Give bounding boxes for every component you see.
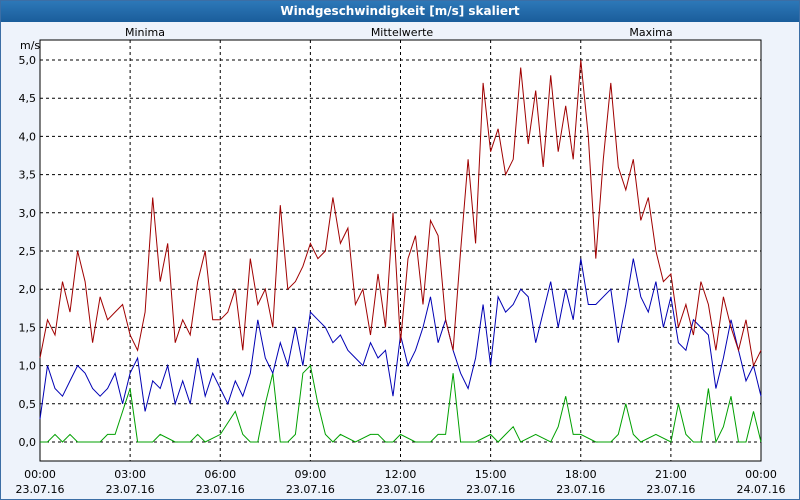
y-tick-label: 2,5 <box>19 245 37 258</box>
series-lines <box>39 59 762 444</box>
x-tick-date: 23.07.16 <box>106 483 155 496</box>
legend-maxima: Maxima <box>629 26 672 39</box>
x-tick-time: 21:00 <box>655 468 687 481</box>
y-tick-label: 5,0 <box>19 54 37 67</box>
y-tick-label: 4,5 <box>19 92 37 105</box>
x-tick-date: 23.07.16 <box>376 483 425 496</box>
x-tick-date: 23.07.16 <box>646 483 695 496</box>
y-tick-label: 3,0 <box>19 207 37 220</box>
x-tick-date: 23.07.16 <box>196 483 245 496</box>
x-tick-date: 23.07.16 <box>16 483 65 496</box>
y-tick-label: 1,5 <box>19 321 37 334</box>
x-tick-date: 23.07.16 <box>286 483 335 496</box>
x-tick-time: 03:00 <box>114 468 146 481</box>
x-tick-time: 12:00 <box>385 468 417 481</box>
x-tick-date: 23.07.16 <box>466 483 515 496</box>
x-tick-time: 09:00 <box>295 468 327 481</box>
x-tick-time: 00:00 <box>24 468 56 481</box>
x-tick-time: 15:00 <box>475 468 507 481</box>
window-title: Windgeschwindigkeit [m/s] skaliert <box>1 1 799 22</box>
y-tick-label: 0,0 <box>19 436 37 449</box>
y-tick-label: 1,0 <box>19 360 37 373</box>
y-tick-label: 0,5 <box>19 398 37 411</box>
x-tick-labels: 00:00 23.07.16 03:00 23.07.16 06:00 23.07.16 0… <box>16 468 786 496</box>
x-tick-time: 06:00 <box>204 468 236 481</box>
y-tick-label: 4,0 <box>19 130 37 143</box>
legend-mittelwerte: Mittelwerte <box>371 26 434 39</box>
x-tick-date: 23.07.16 <box>556 483 605 496</box>
y-tick-labels: 0,0 0,5 1,0 1,5 2,0 2,5 3,0 3,5 4,0 4,5 5,0 <box>19 54 37 449</box>
y-axis-unit: m/s <box>20 39 40 52</box>
x-tick-time: 18:00 <box>565 468 597 481</box>
y-tick-label: 3,5 <box>19 169 37 182</box>
maxima-line <box>39 59 762 368</box>
x-tick-time: 00:00 <box>745 468 777 481</box>
legend-minima: Minima <box>125 26 165 39</box>
minima-line <box>40 364 762 444</box>
y-tick-label: 2,0 <box>19 283 37 296</box>
x-tick-date: 24.07.16 <box>737 483 786 496</box>
